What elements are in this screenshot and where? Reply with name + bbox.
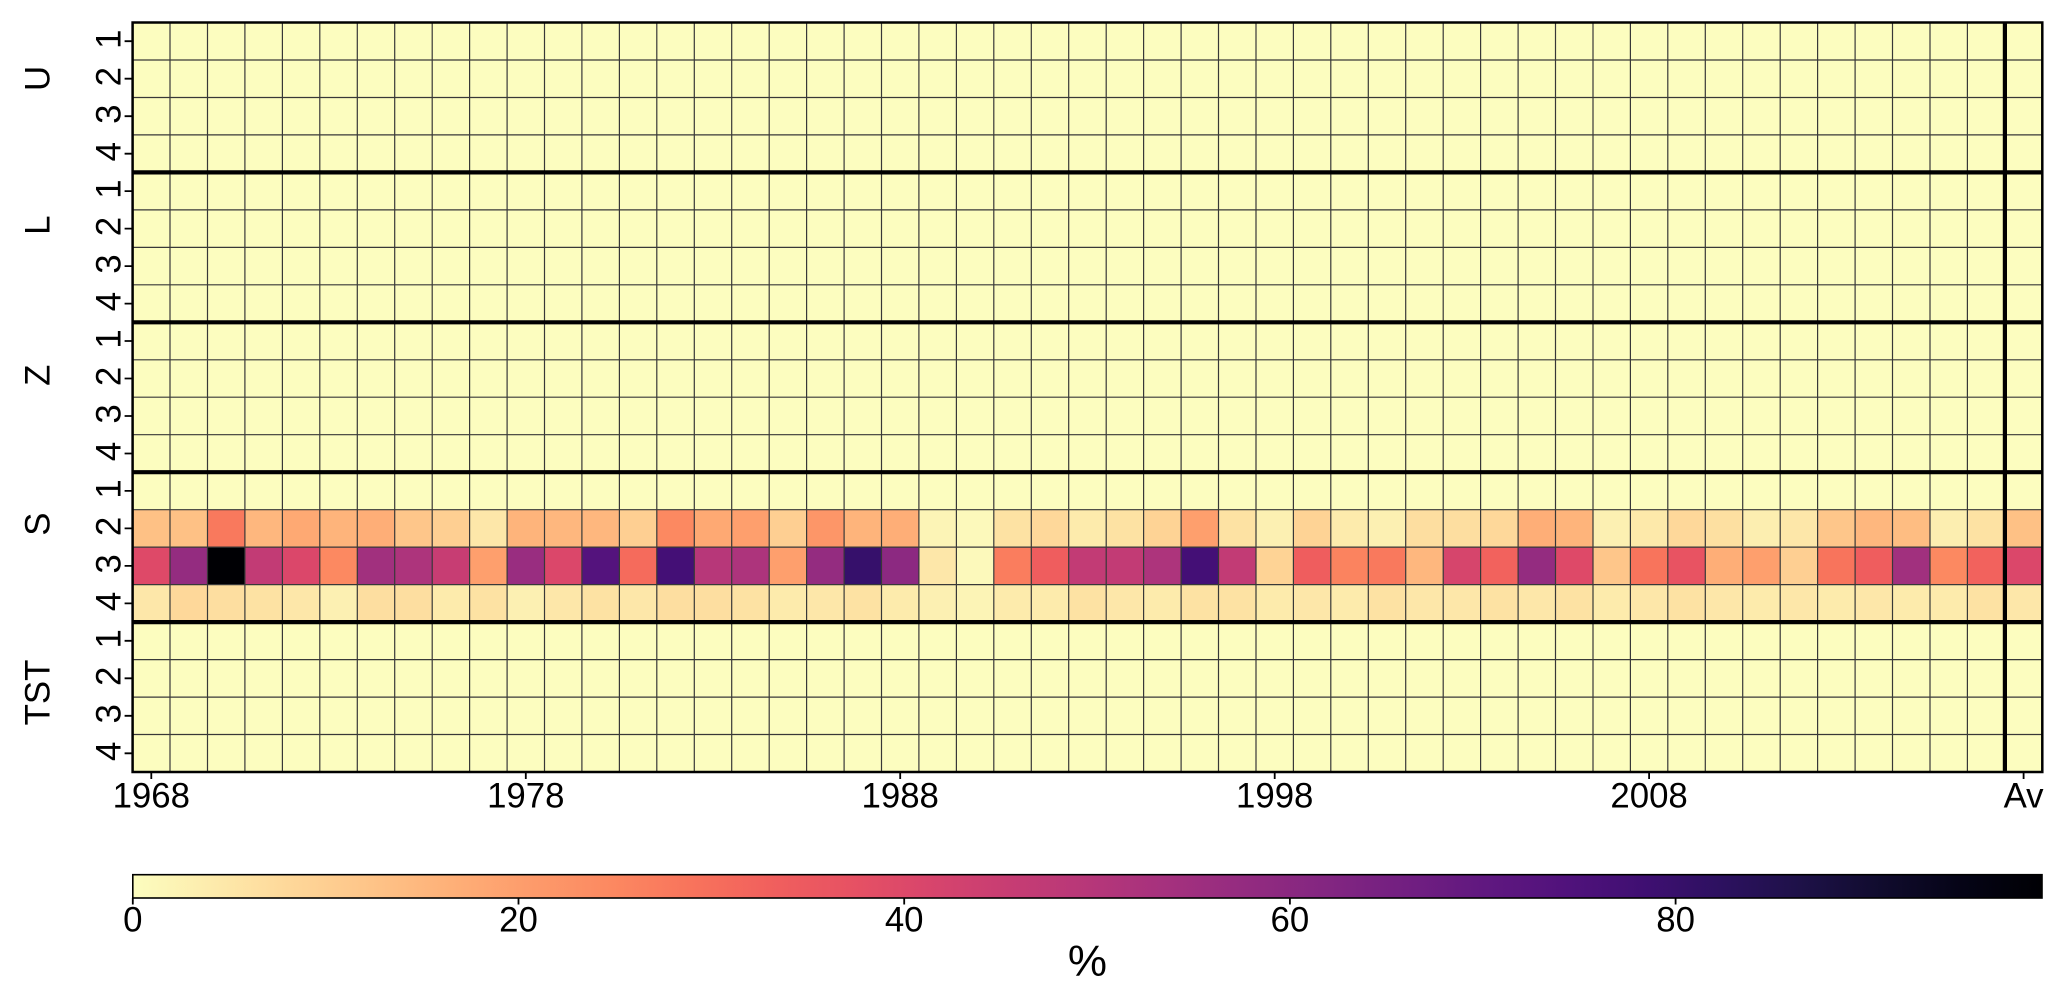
svg-text:1: 1 [90,329,129,348]
svg-text:4: 4 [90,592,129,611]
svg-text:60: 60 [1271,901,1310,940]
svg-text:1: 1 [90,479,129,498]
svg-text:4: 4 [90,742,129,761]
svg-text:TST: TST [19,660,58,726]
svg-text:3: 3 [90,704,129,723]
svg-text:40: 40 [885,901,924,940]
svg-text:3: 3 [90,404,129,423]
svg-text:3: 3 [90,554,129,573]
svg-text:80: 80 [1656,901,1695,940]
svg-text:Av: Av [2004,777,2045,816]
svg-text:1978: 1978 [487,777,564,816]
svg-text:1: 1 [90,629,129,648]
svg-text:U: U [19,66,58,91]
svg-text:3: 3 [90,254,129,273]
svg-text:2: 2 [90,67,129,86]
svg-text:2: 2 [90,517,129,536]
svg-text:Z: Z [19,365,58,386]
svg-text:4: 4 [90,142,129,161]
svg-text:4: 4 [90,442,129,461]
svg-text:0: 0 [123,901,142,940]
svg-text:L: L [19,216,58,235]
svg-text:1988: 1988 [861,777,938,816]
svg-text:S: S [19,512,58,535]
svg-text:2008: 2008 [1610,777,1687,816]
svg-text:%: % [1068,937,1107,986]
svg-text:2: 2 [90,667,129,686]
svg-text:1998: 1998 [1236,777,1313,816]
svg-text:1968: 1968 [113,777,190,816]
svg-text:2: 2 [90,367,129,386]
svg-text:1: 1 [90,30,129,49]
svg-text:2: 2 [90,217,129,236]
svg-text:1: 1 [90,179,129,198]
svg-text:20: 20 [499,901,538,940]
svg-text:4: 4 [90,292,129,311]
svg-text:3: 3 [90,105,129,124]
